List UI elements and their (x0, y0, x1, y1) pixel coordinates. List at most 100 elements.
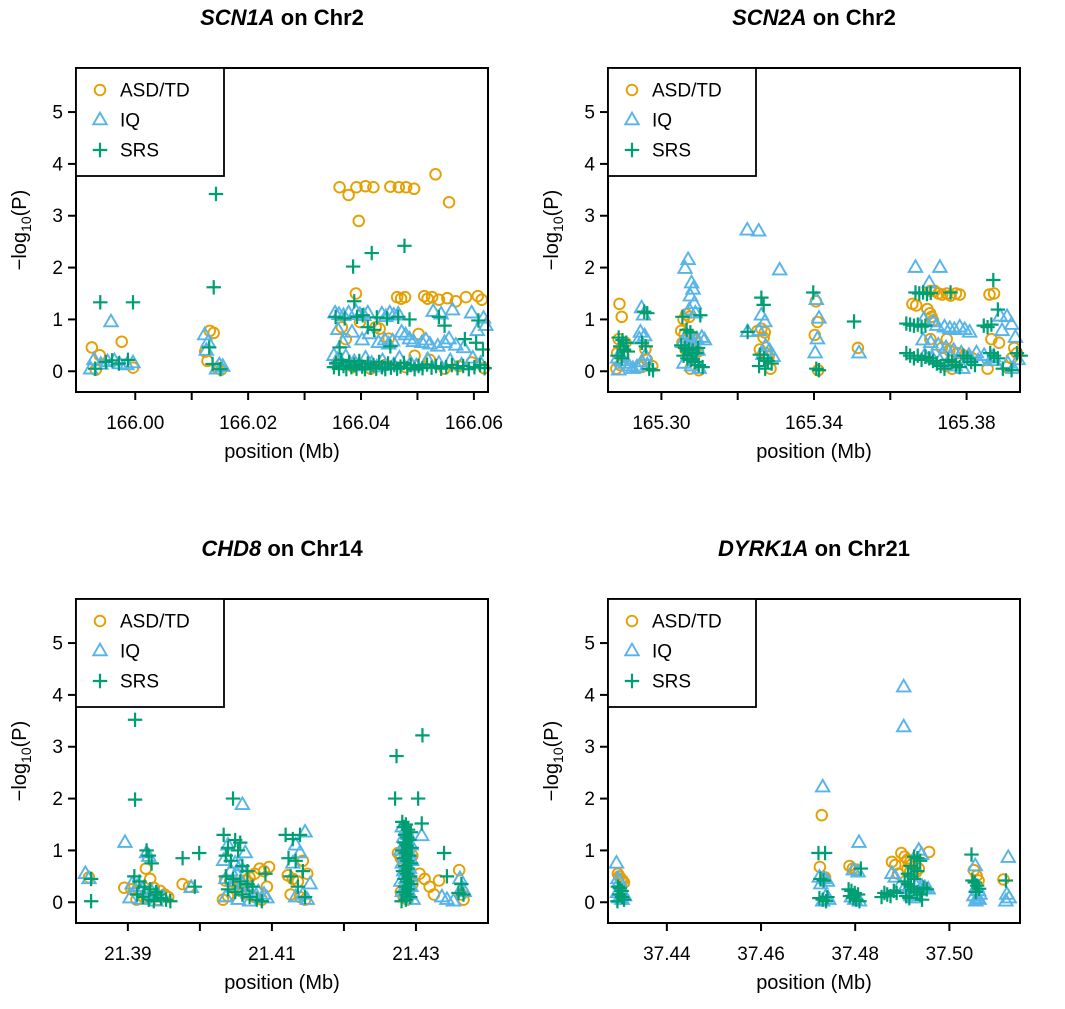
legend-label: SRS (120, 141, 159, 162)
legend-label: SRS (120, 672, 159, 693)
axes: 21.39 21.41 21.43 0 1 2 3 4 5 position (Mb) −log10… (9, 634, 440, 994)
srs-plus-icon (92, 673, 108, 689)
y-tick-label: 3 (52, 206, 63, 227)
dyrk1a-plot: DYRK1A on Chr21 37.44 37.46 37.48 37.50 0 1 2 3 4… (541, 536, 1021, 994)
x-axis-label: position (Mb) (756, 972, 872, 994)
asd-circle-icon (625, 614, 639, 628)
y-axis-label: −log10(P) (9, 190, 34, 271)
x-tick-label: 166.00 (106, 413, 164, 434)
series-srs (610, 272, 1028, 378)
y-tick-label: 2 (52, 258, 63, 279)
axes: 165.30 165.34 165.38 0 1 2 3 4 5 position (Mb) −lo… (541, 103, 996, 463)
panel-chd8: CHD8 on Chr14 21.39 21.41 21.43 0 1 2 3 4 5 positi… (0, 504, 532, 1009)
gene-name: SCN2A (732, 5, 807, 30)
y-tick-label: 5 (52, 634, 63, 655)
x-axis-label: position (Mb) (224, 972, 340, 994)
asd-circle-icon (93, 83, 107, 97)
x-axis-label: position (Mb) (224, 441, 340, 463)
legend: ASD/TD IQ SRS (75, 67, 225, 177)
asd-circle-icon (93, 614, 107, 628)
y-tick-label: 0 (584, 893, 595, 914)
panel-dyrk1a: DYRK1A on Chr21 37.44 37.46 37.48 37.50 0 1 2 3 4… (532, 504, 1065, 1009)
x-tick-label: 165.38 (938, 413, 996, 434)
legend-label: ASD/TD (120, 612, 190, 633)
series-srs (83, 712, 471, 909)
x-tick-label: 37.48 (831, 944, 879, 965)
y-tick-label: 3 (52, 737, 63, 758)
panel-title: DYRK1A on Chr21 (718, 536, 910, 561)
x-tick-label: 166.04 (332, 413, 391, 434)
gene-name: SCN1A (200, 5, 275, 30)
x-tick-label: 21.43 (392, 944, 440, 965)
y-tick-label: 0 (52, 893, 63, 914)
plot-box (607, 598, 1021, 924)
y-tick-label: 4 (584, 685, 595, 706)
legend-label: ASD/TD (652, 612, 722, 633)
panel-title: SCN1A on Chr2 (200, 5, 364, 30)
panel-title: CHD8 on Chr14 (201, 536, 363, 561)
panel-title: SCN2A on Chr2 (732, 5, 896, 30)
y-tick-label: 3 (584, 206, 595, 227)
legend-label: IQ (652, 111, 672, 132)
gene-name: CHD8 (201, 536, 262, 561)
series-asd-td (611, 808, 1010, 889)
legend-label: IQ (120, 111, 140, 132)
series-asd-td (85, 168, 491, 376)
y-tick-label: 1 (584, 310, 595, 331)
iq-triangle-icon (91, 641, 109, 657)
scn2a-plot: SCN2A on Chr2 165.30 165.34 165.38 0 1 2 3 4 5 pos… (541, 5, 1028, 463)
x-axis-label: position (Mb) (756, 441, 872, 463)
chd8-plot: CHD8 on Chr14 21.39 21.41 21.43 0 1 2 3 4 5 positi… (9, 536, 489, 994)
x-tick-label: 21.41 (248, 944, 296, 965)
chromosome-label: on Chr2 (807, 5, 896, 30)
gene-name: DYRK1A (718, 536, 808, 561)
chromosome-label: on Chr14 (261, 536, 363, 561)
chromosome-label: on Chr2 (275, 5, 364, 30)
x-tick-label: 166.06 (445, 413, 503, 434)
legend-label: ASD/TD (652, 81, 722, 102)
x-tick-label: 37.46 (737, 944, 785, 965)
iq-triangle-icon (623, 641, 641, 657)
x-tick-label: 21.39 (104, 944, 152, 965)
y-axis-label: −log10(P) (541, 721, 566, 802)
legend-box (75, 598, 225, 708)
y-tick-label: 1 (584, 841, 595, 862)
y-tick-label: 1 (52, 841, 63, 862)
y-tick-label: 3 (584, 737, 595, 758)
srs-plus-icon (624, 673, 640, 689)
legend: ASD/TD IQ SRS (607, 598, 757, 708)
y-axis-label: −log10(P) (541, 190, 566, 271)
y-tick-label: 5 (52, 103, 63, 124)
legend-label: IQ (120, 642, 140, 663)
axes: 166.00 166.02 166.04 166.06 0 1 2 3 4 5 position (… (9, 103, 503, 463)
x-tick-label: 37.44 (643, 944, 691, 965)
x-tick-label: 165.34 (785, 413, 844, 434)
legend-label: ASD/TD (120, 81, 190, 102)
srs-plus-icon (92, 142, 108, 158)
plot-box (75, 598, 489, 924)
y-tick-label: 2 (584, 258, 595, 279)
y-tick-label: 5 (584, 103, 595, 124)
legend-label: IQ (652, 642, 672, 663)
y-axis-label: −log10(P) (9, 721, 34, 802)
y-tick-label: 0 (584, 362, 595, 383)
srs-plus-icon (624, 142, 640, 158)
series-iq (608, 677, 1018, 907)
series-srs (87, 186, 492, 377)
legend-label: SRS (652, 141, 691, 162)
y-tick-label: 4 (52, 154, 63, 175)
legend: ASD/TD IQ SRS (607, 67, 757, 177)
y-tick-label: 4 (52, 685, 63, 706)
y-tick-label: 5 (584, 634, 595, 655)
legend: ASD/TD IQ SRS (75, 598, 225, 708)
x-tick-label: 165.30 (632, 413, 690, 434)
plot-box (607, 67, 1021, 393)
legend-label: SRS (652, 672, 691, 693)
legend-box (75, 67, 225, 177)
axes: 37.44 37.46 37.48 37.50 0 1 2 3 4 5 position (Mb) −… (541, 634, 973, 994)
iq-triangle-icon (623, 110, 641, 126)
series-srs (610, 845, 1014, 909)
iq-triangle-icon (91, 110, 109, 126)
chromosome-label: on Chr21 (809, 536, 910, 561)
